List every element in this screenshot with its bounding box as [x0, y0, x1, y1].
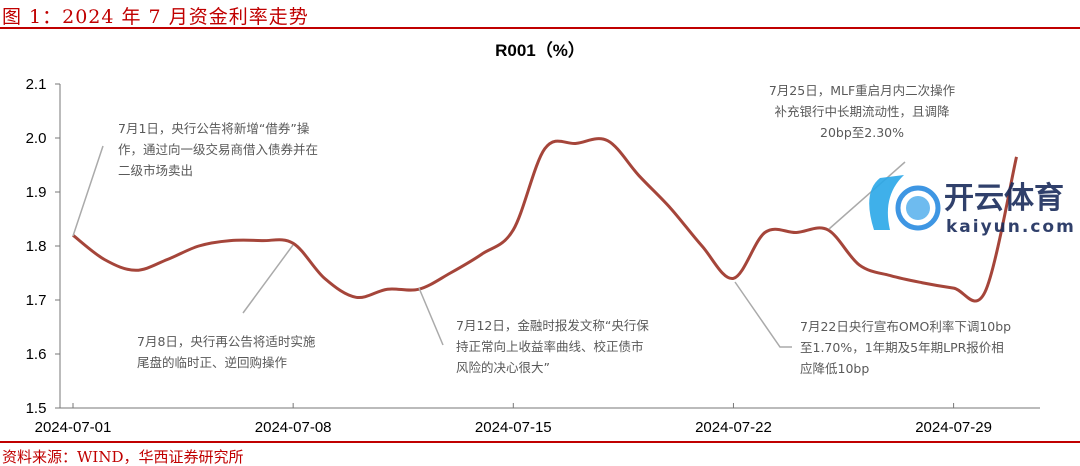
annotation-text: 7月12日，金融时报发文称“央行保: [456, 318, 649, 333]
series-line-r001: [72, 137, 1018, 303]
annotation-leader: [828, 161, 906, 230]
annotation-leader: [72, 145, 104, 237]
annotation-text: 7月25日，MLF重启月内二次操作: [769, 83, 956, 98]
soccer-ball-icon: [906, 196, 930, 220]
y-tick-label: 1.7: [26, 292, 47, 309]
y-tick-label: 1.9: [26, 184, 47, 201]
y-tick-label: 1.6: [26, 346, 47, 363]
annotation-text: 应降低10bp: [800, 361, 869, 376]
annotation-text: 7月1日，央行公告将新增“借券”操: [118, 121, 310, 136]
watermark-subtext: kaiyun.com: [946, 217, 1076, 237]
annotation-text: 风险的决心很大”: [456, 360, 550, 375]
watermark-ring-icon: [895, 185, 941, 231]
x-tick-label: 2024-07-01: [35, 419, 112, 436]
chart-title: R001（%）: [495, 40, 585, 60]
y-tick-label: 2.1: [26, 76, 47, 93]
x-tick-label: 2024-07-29: [915, 419, 992, 436]
annotation-leader: [734, 281, 792, 348]
annotation-text: 7月8日，央行再公告将适时实施: [137, 334, 316, 349]
source-note: 资料来源：WIND，华西证券研究所: [2, 448, 244, 466]
title-rule: [0, 27, 1080, 29]
annotation-leader: [242, 244, 294, 314]
x-tick-label: 2024-07-22: [695, 419, 772, 436]
watermark-k-icon: [869, 175, 904, 230]
y-tick-label: 2.0: [26, 130, 47, 147]
annotation-text: 至1.70%，1年期及5年期LPR报价相: [800, 340, 1004, 355]
annotation-text: 补充银行中长期流动性，且调降: [774, 104, 950, 119]
annotation-leader: [418, 287, 444, 346]
annotation-text: 20bp至2.30%: [820, 125, 904, 140]
annotation-text: 作，通过向一级交易商借入债券并在: [118, 142, 318, 157]
x-tick-label: 2024-07-08: [255, 419, 332, 436]
watermark-text: 开云体育: [944, 181, 1064, 216]
annotation-text: 持正常向上收益率曲线、校正债市: [456, 339, 644, 354]
source-rule: [0, 441, 1080, 443]
y-tick-label: 1.5: [26, 400, 47, 417]
annotation-text: 二级市场卖出: [118, 163, 193, 178]
y-tick-label: 1.8: [26, 238, 47, 255]
figure-title: 图 1：2024 年 7 月资金利率走势: [2, 6, 309, 28]
annotation-text: 尾盘的临时正、逆回购操作: [137, 355, 288, 370]
annotation-text: 7月22日央行宣布OMO利率下调10bp: [800, 319, 1011, 334]
x-tick-label: 2024-07-15: [475, 419, 552, 436]
